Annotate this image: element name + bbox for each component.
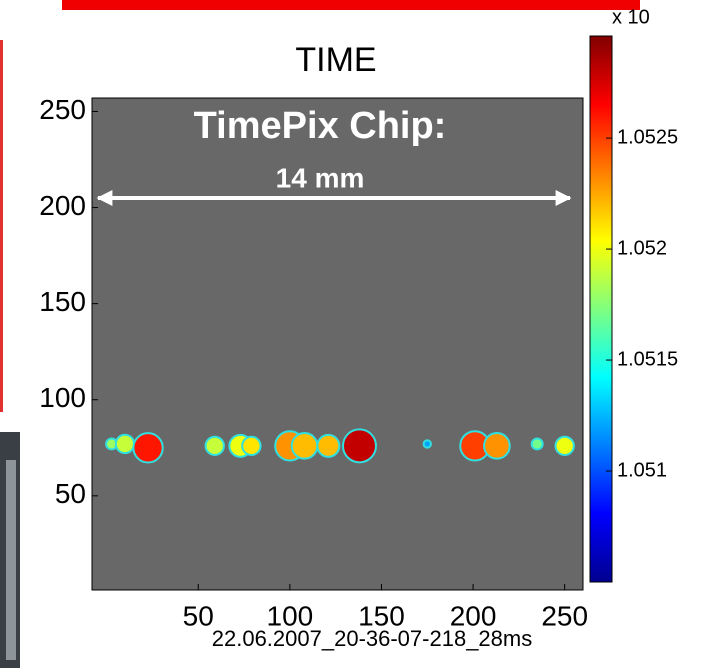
colorbar-label: x 10	[612, 6, 650, 28]
y-tick-label: 150	[39, 286, 86, 317]
spot	[114, 433, 136, 455]
colorbar-tick-label: 1.0515	[617, 348, 678, 370]
annotation: TimePix Chip:	[194, 105, 447, 147]
chart-title: TIME	[295, 41, 376, 79]
photo-fragment	[6, 460, 16, 660]
x-tick-label: 100	[267, 600, 314, 631]
annotation: 14 mm	[276, 162, 365, 193]
colorbar-tick-label: 1.051	[617, 459, 667, 481]
y-tick-label: 100	[39, 382, 86, 413]
colorbar-tick-label: 1.052	[617, 237, 667, 259]
spot	[483, 432, 511, 460]
spot	[316, 433, 341, 458]
plot-area	[91, 97, 584, 591]
spot	[341, 428, 377, 464]
spot	[132, 432, 164, 464]
x-tick-label: 250	[541, 600, 588, 631]
colorbar	[589, 35, 613, 583]
spot	[422, 439, 432, 449]
colorbar-tick-label: 1.0525	[617, 126, 678, 148]
y-tick-label: 200	[39, 190, 86, 221]
y-tick-label: 250	[39, 94, 86, 125]
slide-edge	[0, 40, 3, 412]
spot	[290, 432, 319, 460]
image-background	[92, 98, 583, 590]
x-tick-label: 200	[450, 600, 497, 631]
x-tick-label: 150	[358, 600, 405, 631]
y-tick-label: 50	[55, 478, 86, 509]
spot	[204, 435, 225, 457]
spot	[554, 435, 575, 457]
x-axis-label: 22.06.2007_20-36-07-218_28ms	[212, 626, 532, 651]
x-tick-label: 50	[183, 600, 214, 631]
spot	[241, 435, 262, 457]
spot	[530, 437, 544, 451]
plot-frame	[91, 97, 584, 591]
slide-bar	[62, 0, 640, 10]
